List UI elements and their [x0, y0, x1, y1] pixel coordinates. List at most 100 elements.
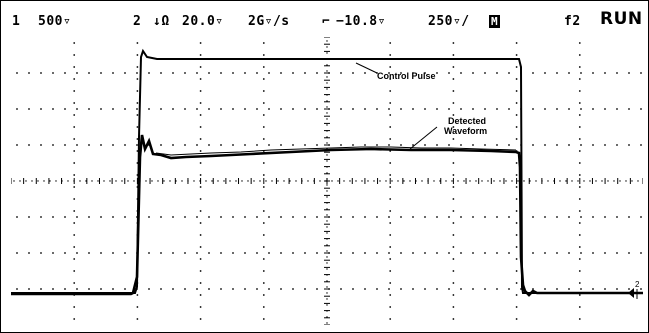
grid-dot [73, 126, 76, 128]
grid-dot [578, 138, 581, 140]
grid-dot [40, 216, 42, 218]
grid-dot [280, 108, 282, 110]
grid-dot [640, 72, 642, 74]
grid-dot [415, 180, 417, 182]
grid-dot [424, 216, 426, 218]
grid-dot [124, 216, 126, 218]
grid-dot [364, 288, 366, 290]
grid-dot [73, 270, 76, 272]
grid-dot [199, 270, 202, 272]
grid-dot [559, 180, 561, 182]
grid-dot [389, 258, 392, 260]
grid-dot [40, 72, 42, 74]
function-label[interactable]: f2 [564, 14, 581, 29]
grid-dot [604, 216, 606, 218]
svg-text:2: 2 [635, 280, 640, 289]
grid-dot [592, 108, 594, 110]
grid-dot [196, 252, 198, 254]
grid-dot [262, 126, 265, 128]
run-state[interactable]: RUN [600, 9, 643, 29]
grid-dot [424, 108, 426, 110]
grid-dot [578, 294, 581, 296]
grid-dot [73, 222, 76, 224]
grid-dot [364, 108, 366, 110]
grid-dot [577, 180, 579, 182]
mode-badge-wrap[interactable]: M [489, 14, 501, 30]
grid-dot [220, 144, 222, 146]
ch1-number[interactable]: 1 [12, 14, 21, 29]
grid-dot [640, 252, 642, 254]
grid-dot [136, 144, 138, 146]
ch2-number[interactable]: 2 [133, 14, 142, 29]
grid-dot [388, 108, 390, 110]
grid-dot [578, 318, 581, 320]
grid-dot [247, 180, 249, 182]
grid-dot [508, 108, 510, 110]
grid-dot [412, 108, 414, 110]
grid-dot [628, 108, 630, 110]
grid-dot [16, 108, 18, 110]
grid-dot [232, 72, 234, 74]
grid-dot [73, 210, 76, 212]
grid-dot [262, 78, 265, 80]
grid-dot [452, 54, 455, 56]
grid-dot [361, 180, 363, 182]
grid-dot [136, 90, 139, 92]
grid-dot [553, 180, 555, 182]
grid-dot [265, 180, 267, 182]
grid-dot [400, 252, 402, 254]
grid-dot [109, 180, 111, 182]
ch2-scale[interactable]: 20.0▿ [182, 14, 224, 29]
grid-dot [508, 216, 510, 218]
grid-dot [326, 208, 328, 210]
grid-dot [172, 252, 174, 254]
grid-dot [515, 186, 518, 188]
ch1-scale[interactable]: 500▿ [38, 14, 72, 29]
channel2-ground-marker[interactable]: 2 [628, 280, 640, 299]
grid-dot [73, 150, 76, 152]
grid-dot [352, 216, 354, 218]
grid-dot [389, 114, 392, 116]
grid-dot [124, 252, 126, 254]
trigger-level[interactable]: −10.8▿ [336, 14, 386, 29]
grid-dot [628, 252, 630, 254]
grid-dot [326, 214, 328, 216]
grid-dot [184, 144, 186, 146]
grid-dot [389, 198, 392, 200]
grid-dot [262, 270, 265, 272]
grid-dot [326, 154, 328, 156]
grid-dot [481, 180, 483, 182]
grid-dot [515, 222, 518, 224]
grid-dot [389, 306, 392, 308]
grid-dot [389, 138, 392, 140]
grid-dot [199, 318, 202, 320]
grid-dot [172, 108, 174, 110]
grid-dot [604, 108, 606, 110]
grid-dot [304, 252, 306, 254]
grid-dot [412, 144, 414, 146]
grid-dot [460, 108, 462, 110]
grid-dot [326, 112, 328, 114]
grid-dot [556, 72, 558, 74]
grid-dot [160, 288, 162, 290]
grid-dot [326, 268, 328, 270]
grid-dot [326, 250, 328, 252]
grid-dot [364, 252, 366, 254]
grid-dot [400, 144, 402, 146]
grid-dot [64, 288, 66, 290]
timebase[interactable]: 250▿/ [428, 14, 470, 29]
grid-dot [73, 114, 76, 116]
grid-dot [578, 162, 581, 164]
grid-dot [304, 144, 306, 146]
grid-dot [292, 72, 294, 74]
grid-dot [515, 306, 518, 308]
grid-dot [613, 180, 615, 182]
grid-dot [208, 252, 210, 254]
grid-dot [136, 126, 139, 128]
grid-dot [196, 108, 198, 110]
grid-dot [76, 216, 78, 218]
grid-dot [73, 66, 76, 68]
grid-dot [326, 292, 328, 294]
grid-dot [292, 216, 294, 218]
grid-dot [262, 234, 265, 236]
